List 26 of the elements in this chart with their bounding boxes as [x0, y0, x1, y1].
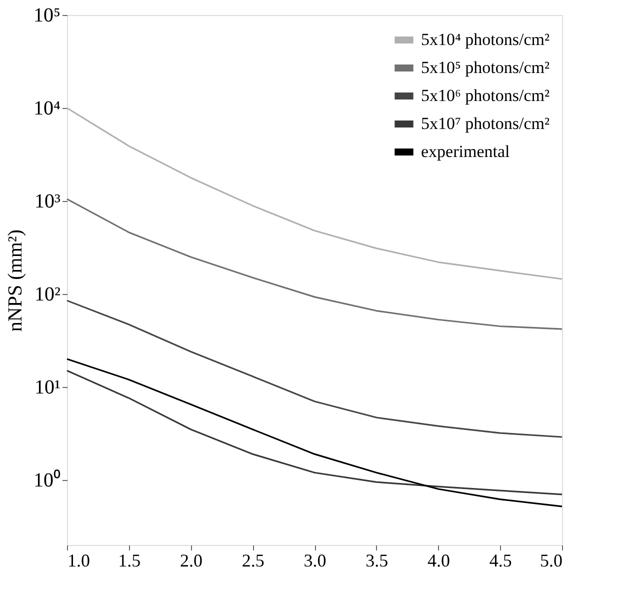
- y-tick-label: 10⁰: [34, 468, 60, 492]
- y-axis-title: nNPS (mm²): [4, 229, 26, 332]
- y-tick-label: 10⁴: [34, 98, 61, 120]
- x-tick-label: 3.5: [366, 550, 388, 570]
- legend-label: 5x10⁶ photons/cm²: [421, 86, 550, 105]
- x-tick-label: 4.0: [428, 550, 450, 570]
- x-tick-label: 5.0: [540, 550, 562, 570]
- y-tick-label: 10¹: [34, 376, 60, 398]
- line-series: [66, 358, 563, 508]
- x-tick-label: 1.5: [118, 550, 141, 570]
- x-tick-label: 4.5: [489, 550, 512, 570]
- line-series: [66, 107, 563, 280]
- legend-label: 5x10⁴ photons/cm²: [421, 30, 550, 49]
- line-series: [66, 300, 563, 438]
- line-series: [66, 198, 563, 330]
- legend-label: 5x10⁷ photons/cm²: [421, 114, 550, 133]
- line-series: [66, 370, 563, 496]
- x-tick-label: 3.0: [304, 550, 326, 570]
- x-tick-label: 2.0: [180, 550, 202, 570]
- legend-label: 5x10⁵ photons/cm²: [421, 58, 550, 77]
- legend-label: experimental: [421, 142, 510, 161]
- x-tick-label: 2.5: [242, 550, 264, 570]
- y-tick-label: 10²: [34, 284, 60, 306]
- y-tick-label: 10³: [34, 190, 60, 212]
- x-tick-label: 1.0: [68, 550, 90, 570]
- y-tick-label: 10⁵: [34, 4, 60, 26]
